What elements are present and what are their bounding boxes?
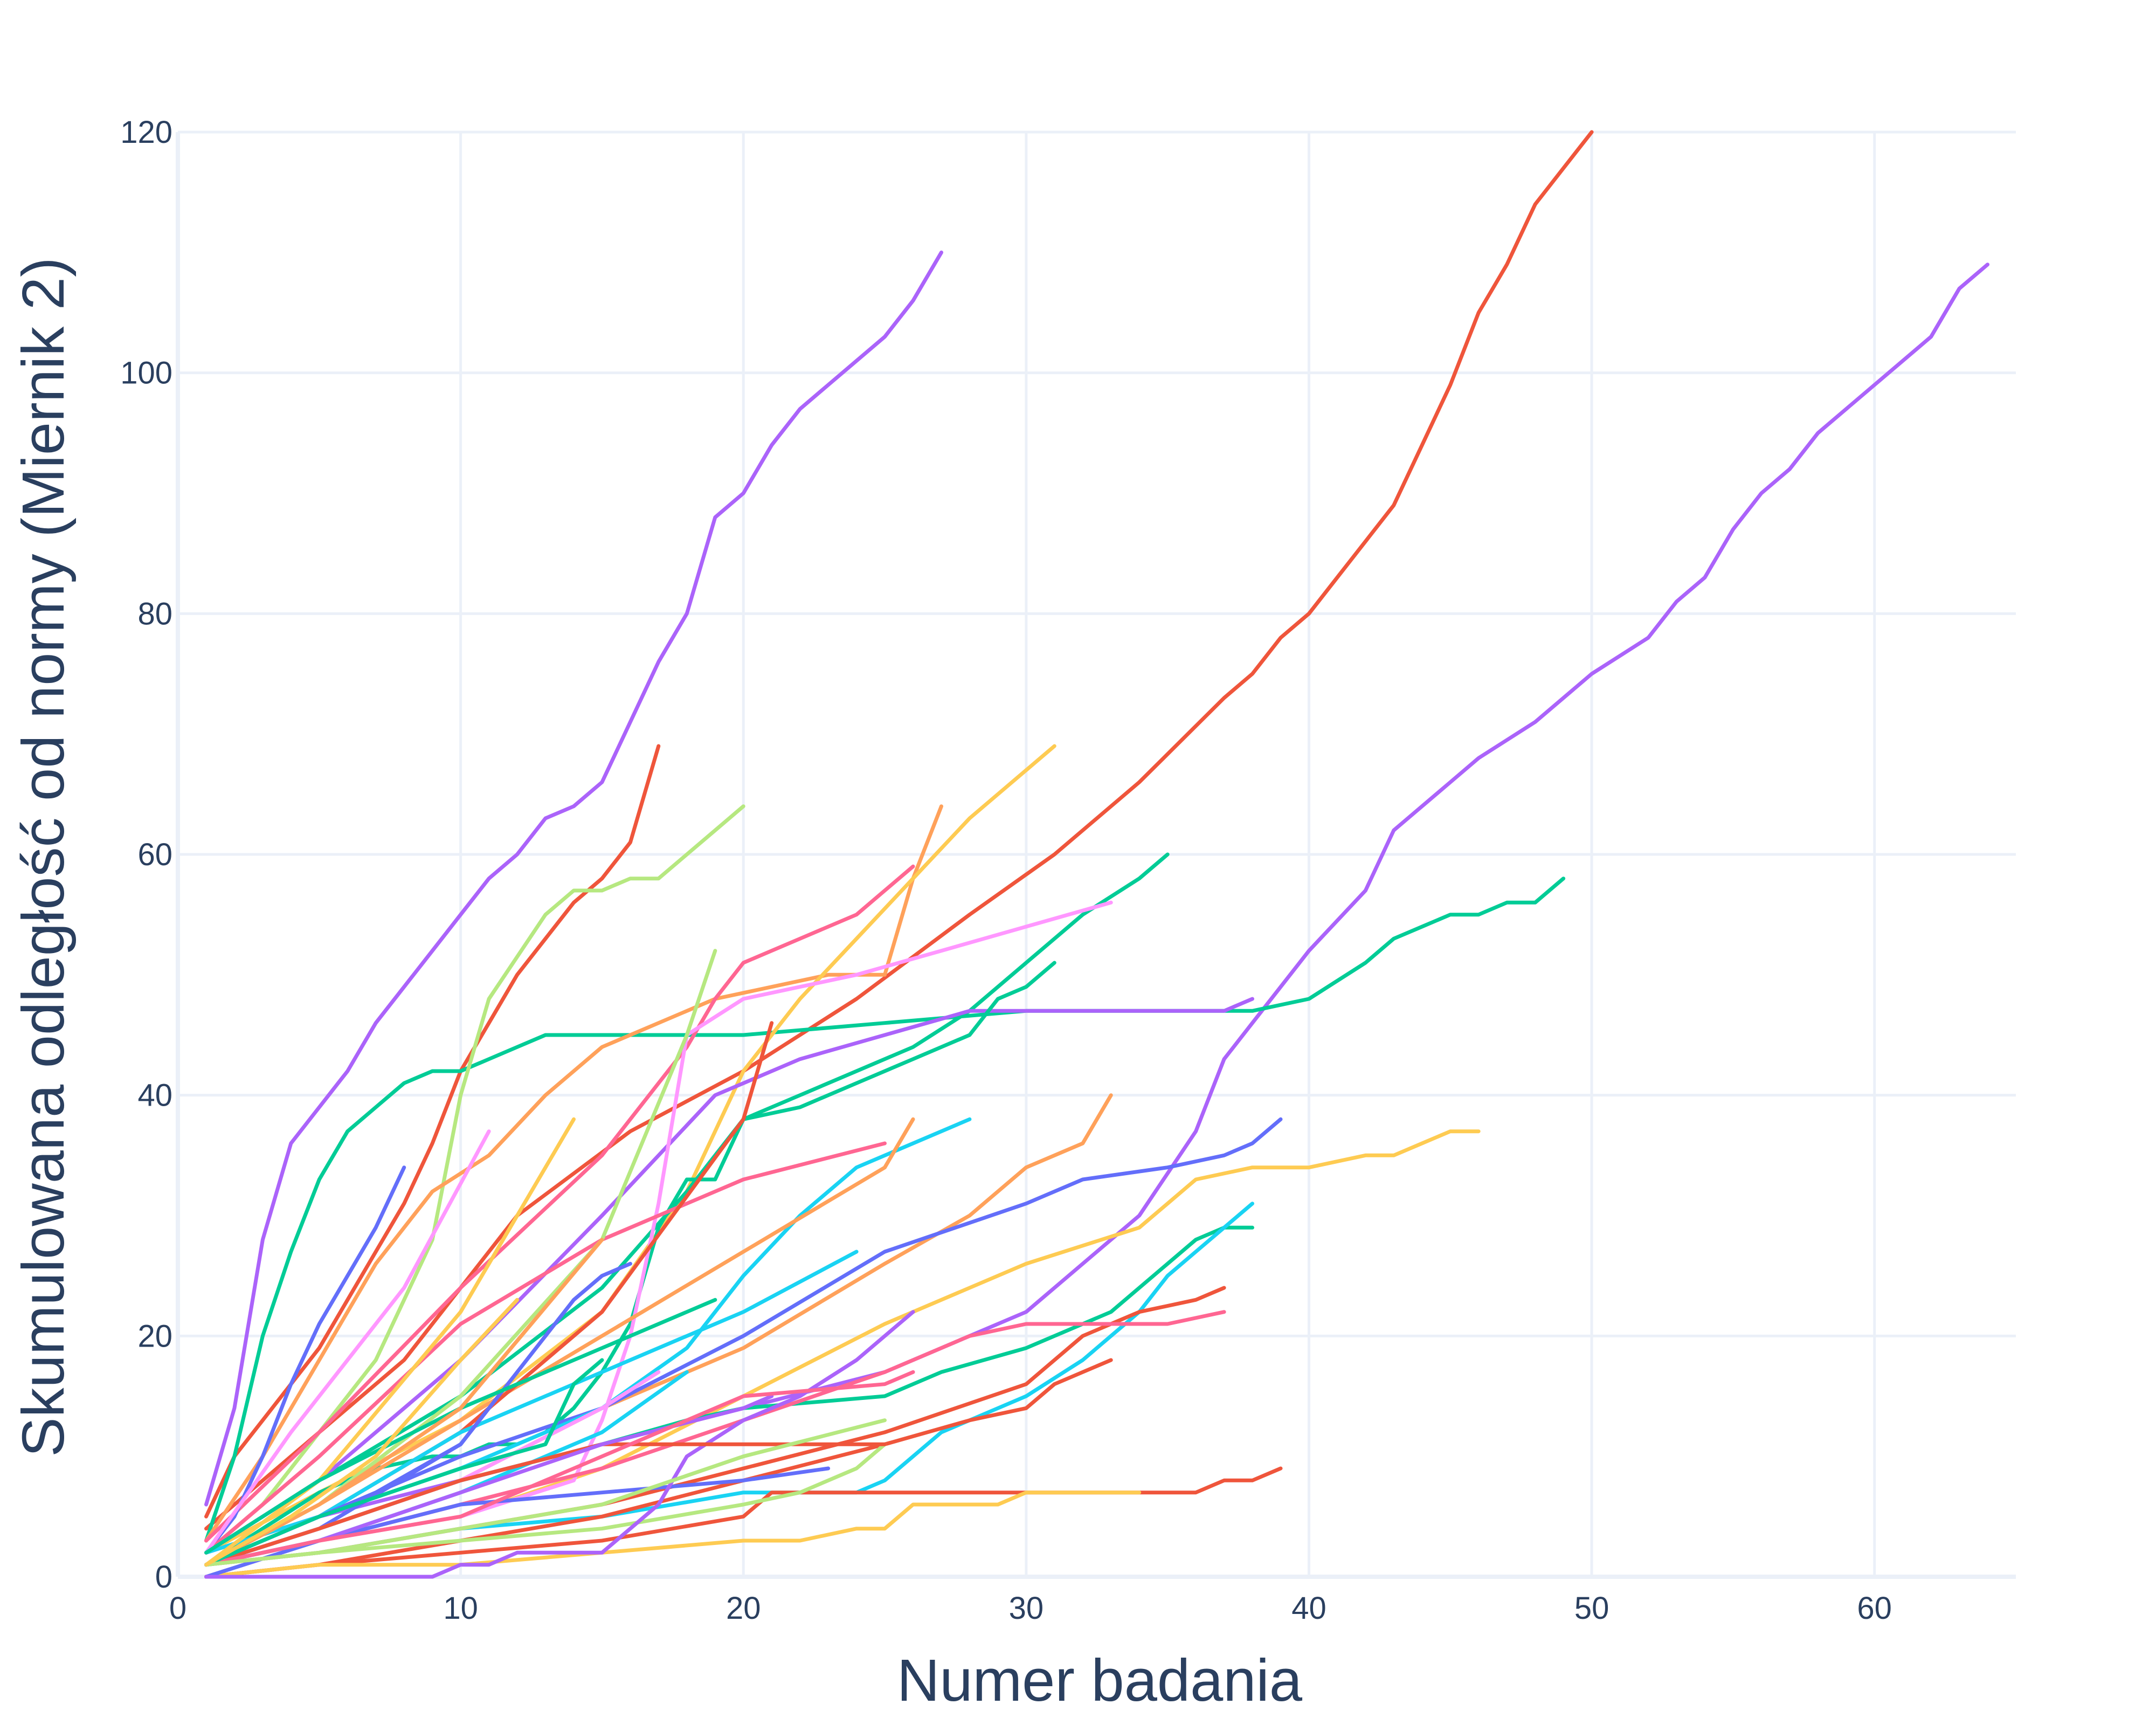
series-line [204, 1117, 576, 1567]
series-line [204, 877, 1566, 1543]
y-tick-label: 0 [155, 1560, 172, 1595]
series-line [204, 1298, 519, 1567]
series-line [204, 1442, 887, 1567]
y-tick-label: 120 [120, 115, 172, 150]
y-axis-ticks: 0 20 40 60 80 100 120 [120, 115, 172, 1595]
y-tick-label: 60 [137, 837, 172, 872]
series-line [204, 1418, 887, 1567]
series-line [204, 1466, 1283, 1579]
series-line [204, 1202, 1254, 1567]
grid [176, 130, 2016, 1579]
series-line [204, 744, 661, 1519]
series-group [204, 130, 1989, 1579]
x-tick-label: 10 [443, 1591, 478, 1626]
series-line [204, 1141, 887, 1555]
series-line [204, 1310, 915, 1579]
series-line [204, 1129, 491, 1555]
x-tick-label: 30 [1009, 1591, 1044, 1626]
series-line [204, 1117, 1283, 1567]
y-axis-title: Skumulowana odległość od normy (Miernik … [10, 257, 77, 1457]
x-tick-label: 60 [1857, 1591, 1892, 1626]
series-line [204, 1491, 1142, 1579]
series-line [204, 1370, 915, 1567]
y-tick-label: 40 [137, 1078, 172, 1113]
y-tick-label: 100 [120, 356, 172, 391]
series-line [204, 804, 745, 1555]
x-axis-title: Numer badania [897, 1647, 1303, 1714]
x-tick-label: 40 [1291, 1591, 1326, 1626]
series-line [204, 263, 1989, 1555]
series-line [204, 864, 915, 1543]
series-line [204, 1358, 604, 1567]
series-line [204, 1442, 887, 1567]
series-line [204, 804, 943, 1543]
series-line [204, 1466, 831, 1579]
series-line [204, 1129, 1481, 1567]
x-tick-label: 50 [1574, 1591, 1609, 1626]
x-axis-ticks: 0 10 20 30 40 50 60 [169, 1591, 1892, 1626]
x-tick-label: 20 [726, 1591, 761, 1626]
series-line [204, 250, 943, 1507]
x-tick-label: 0 [169, 1591, 186, 1626]
y-tick-label: 20 [137, 1319, 172, 1354]
y-tick-label: 80 [137, 596, 172, 631]
